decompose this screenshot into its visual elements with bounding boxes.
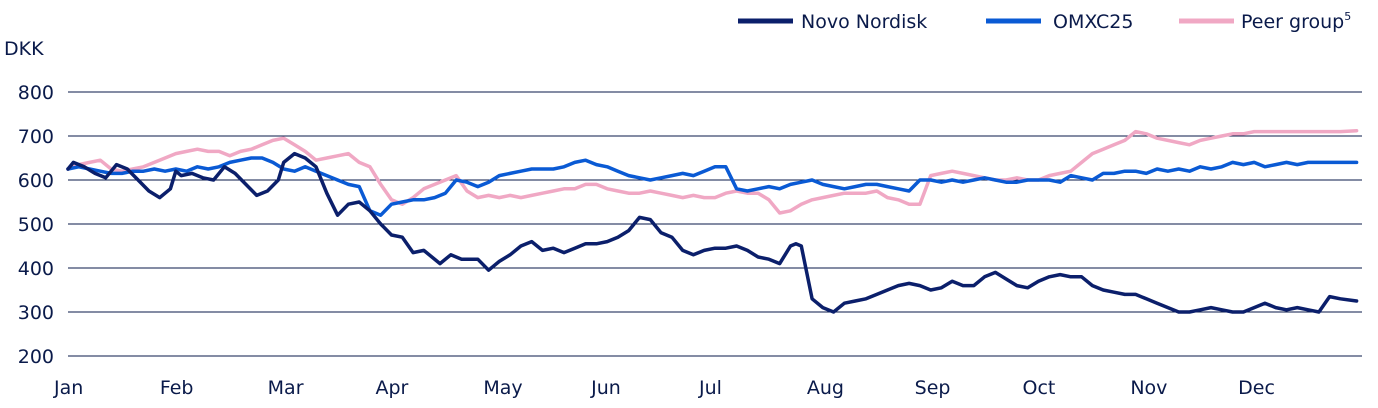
y-tick-label-200: 200 [18, 346, 54, 368]
y-axis-unit-label: DKK [4, 38, 44, 60]
x-tick-label-mar: Mar [268, 377, 304, 399]
x-tick-label-jun: Jun [590, 377, 621, 399]
y-axis-ticks: 200 300 400 500 600 700 800 [18, 82, 54, 368]
x-tick-label-may: May [483, 377, 522, 399]
y-tick-label-400: 400 [18, 258, 54, 280]
legend-label-peer-group: Peer group5 [1241, 10, 1351, 33]
chart-legend: Novo Nordisk OMXC25 Peer group5 [738, 10, 1351, 33]
legend-peer-group-text: Peer group [1241, 11, 1344, 33]
x-tick-label-dec: Dec [1238, 377, 1275, 399]
y-tick-label-700: 700 [18, 126, 54, 148]
gridlines [68, 91, 1362, 357]
legend-label-novo-nordisk: Novo Nordisk [801, 11, 927, 33]
y-tick-label-600: 600 [18, 170, 54, 192]
legend-footnote-marker: 5 [1344, 10, 1351, 23]
x-tick-label-jan: Jan [53, 377, 83, 399]
series-line-peer-group [66, 128, 1359, 215]
y-tick-label-800: 800 [18, 82, 54, 104]
legend-label-omxc25: OMXC25 [1053, 11, 1133, 33]
x-tick-label-sep: Sep [915, 377, 951, 399]
x-tick-label-jul: Jul [698, 377, 722, 399]
series-lines [66, 128, 1359, 314]
x-axis-ticks: Jan Feb Mar Apr May Jun Jul Aug Sep Oct Nov Dec [53, 377, 1275, 399]
x-tick-label-oct: Oct [1023, 377, 1056, 399]
series-line-omxc25 [66, 156, 1359, 217]
x-tick-label-apr: Apr [376, 377, 409, 399]
x-tick-label-nov: Nov [1130, 377, 1167, 399]
y-tick-label-300: 300 [18, 302, 54, 324]
x-tick-label-feb: Feb [160, 377, 194, 399]
series-line-novo-nordisk [66, 151, 1359, 314]
y-tick-label-500: 500 [18, 214, 54, 236]
x-tick-label-aug: Aug [807, 377, 844, 399]
